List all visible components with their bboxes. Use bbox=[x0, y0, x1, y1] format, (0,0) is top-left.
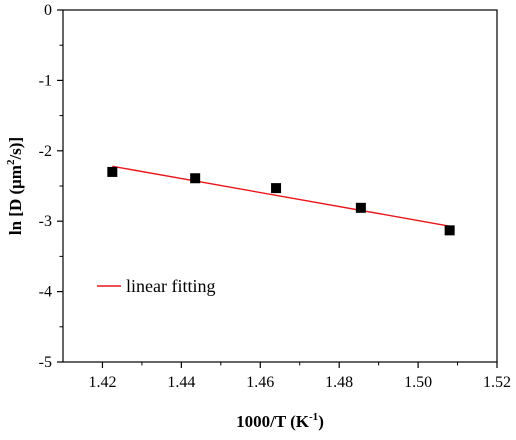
y-tick-label: 0 bbox=[44, 2, 52, 19]
y-axis-ticks: 0 -1 -2 -3 -4 -5 bbox=[39, 2, 63, 371]
x-tick-label: 1.48 bbox=[325, 374, 353, 391]
fit-line-layer bbox=[112, 165, 450, 227]
y-tick-label: -1 bbox=[39, 72, 52, 89]
x-axis-label: 1000/T (K-1) bbox=[236, 411, 324, 431]
y-tick-label: -2 bbox=[39, 143, 52, 160]
data-point bbox=[190, 173, 201, 184]
data-point bbox=[444, 225, 455, 236]
linear-fit-line bbox=[112, 165, 450, 227]
legend-label: linear fitting bbox=[126, 276, 215, 296]
y-tick-label: -3 bbox=[39, 213, 52, 230]
legend: linear fitting bbox=[97, 276, 215, 296]
data-point bbox=[271, 183, 282, 194]
data-point bbox=[107, 166, 118, 177]
x-tick-label: 1.42 bbox=[88, 374, 116, 391]
x-tick-label: 1.46 bbox=[246, 374, 274, 391]
y-axis-label: ln [D (μm2/s)] bbox=[5, 137, 25, 235]
data-point bbox=[355, 202, 366, 213]
data-points bbox=[107, 166, 455, 236]
x-axis-ticks: 1.42 1.44 1.46 1.48 1.50 1.52 bbox=[88, 362, 511, 391]
y-tick-label: -5 bbox=[39, 354, 52, 371]
y-tick-label: -4 bbox=[39, 284, 52, 301]
x-tick-label: 1.52 bbox=[483, 374, 511, 391]
x-tick-label: 1.44 bbox=[167, 374, 195, 391]
x-tick-label: 1.50 bbox=[404, 374, 432, 391]
